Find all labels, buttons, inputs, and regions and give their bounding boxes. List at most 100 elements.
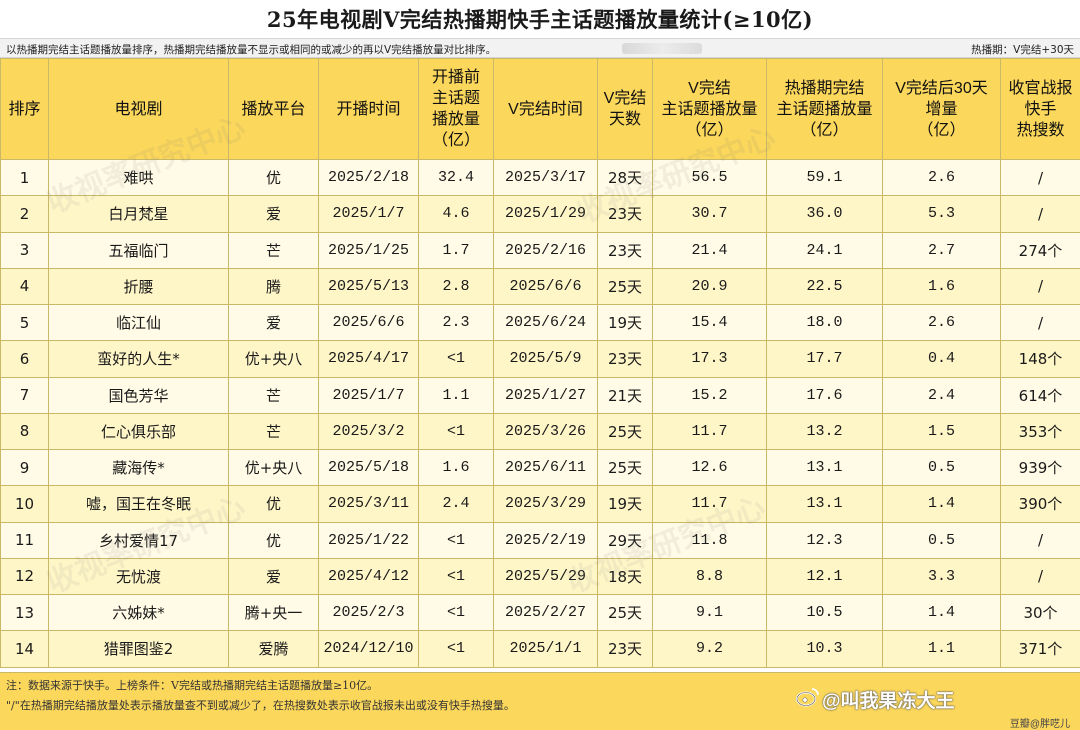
column-header: V完结时间 — [493, 58, 598, 160]
footer-note-source: 注：数据来源于快手。上榜条件：V完结或热播期完结主话题播放量≥10亿。 — [6, 679, 379, 692]
table-cell: 2024/12/10 — [318, 630, 419, 668]
table-cell: 2025/5/13 — [318, 267, 419, 306]
table-cell: 4 — [0, 267, 49, 306]
column-header: 热播期完结 主话题播放量 （亿） — [766, 58, 883, 160]
table-cell: 2025/2/3 — [318, 593, 419, 632]
table-cell: 折腰 — [48, 267, 229, 306]
table-cell: 23天 — [597, 231, 653, 269]
column-header-line: 排序 — [8, 100, 41, 118]
table-cell: 148个 — [1000, 340, 1080, 378]
table-cell: 9 — [0, 448, 49, 487]
table-cell: 1.6 — [418, 448, 494, 487]
table-cell: 乡村爱情17 — [48, 521, 229, 559]
table-cell: 2.6 — [882, 303, 1001, 342]
table-cell: 14 — [0, 630, 49, 668]
table-cell: 614个 — [1000, 376, 1080, 414]
table-cell: 1.4 — [882, 485, 1001, 523]
table-cell: 36.0 — [766, 195, 883, 233]
table-cell: <1 — [418, 557, 494, 596]
table-cell: 爱 — [228, 195, 319, 233]
table-cell: 2025/6/24 — [493, 303, 598, 342]
table-cell: 2025/4/17 — [318, 340, 419, 378]
hot-period-note: 热播期：V完结+30天 — [971, 44, 1074, 56]
table-cell: 12 — [0, 557, 49, 596]
column-header-line: 天数 — [608, 111, 641, 128]
table-cell: 爱 — [228, 303, 319, 342]
table-cell: 2.6 — [882, 158, 1001, 197]
column-header-line: 收官战报 — [1008, 79, 1073, 97]
column-header: V完结后30天 增量 （亿） — [882, 58, 1001, 160]
table-cell: 13.1 — [766, 448, 883, 487]
table-cell: 56.5 — [652, 158, 767, 197]
column-header-line: 播放平台 — [241, 100, 306, 118]
table-cell: 15.4 — [652, 303, 767, 342]
table-cell: 2.4 — [418, 485, 494, 523]
table-cell: 0.5 — [882, 521, 1001, 559]
table-cell: 2.7 — [882, 231, 1001, 269]
table-cell: 腾+央一 — [228, 593, 319, 632]
table-cell: 2 — [0, 195, 49, 233]
table-cell: 优+央八 — [228, 448, 319, 487]
table-row: 13 六姊妹* 腾+央一 2025/2/3 <1 2025/2/27 25天 9.1 10.5 1… — [0, 593, 1080, 632]
stats-table: 排序 电视剧 播放平台 开播时间 开播前 主话题 播放量 （亿） V完结时间 V完结 天数 V完结 主话… — [0, 58, 1080, 668]
table-cell: 9.2 — [652, 630, 767, 668]
table-cell: 猎罪图鉴2 — [48, 630, 229, 668]
table-cell: 白月梵星 — [48, 195, 229, 233]
column-header-line: V完结 — [603, 90, 647, 107]
column-header-line: V完结 — [688, 79, 731, 97]
table-cell: / — [1000, 521, 1080, 559]
table-row: 7 国色芳华芒 2025/1/7 1.1 2025/1/27 21天 15.2 17.6 2.4… — [0, 376, 1080, 414]
table-cell: 353个 — [1000, 412, 1080, 451]
table-cell: 1.6 — [882, 267, 1001, 306]
table-cell: 优 — [228, 485, 319, 523]
table-row: 14 猎罪图鉴2 爱腾 2024/12/10 <1 2025/1/1 23天 9.2 10.3 1… — [0, 630, 1080, 668]
table-header-row: 排序 电视剧 播放平台 开播时间 开播前 主话题 播放量 （亿） V完结时间 V完结 天数 V完结 主话… — [0, 58, 1080, 160]
table-cell: 无忧渡 — [48, 557, 229, 596]
table-body: 1 难哄优 2025/2/18 32.4 2025/3/17 28天 56.5 59.1 2.6… — [0, 158, 1080, 668]
weibo-logo-icon — [796, 688, 819, 707]
column-header: 播放平台 — [228, 58, 319, 160]
column-header: V完结天数 — [597, 58, 653, 160]
table-row: 2 白月梵星爱 2025/1/7 4.6 2025/1/29 23天 30.7 36.0 5.3… — [0, 195, 1080, 233]
table-cell: 五福临门 — [48, 231, 229, 269]
table-cell: 六姊妹* — [48, 593, 229, 632]
table-cell: 8.8 — [652, 557, 767, 596]
column-header-line: （亿） — [431, 132, 480, 149]
table-cell: 2025/1/27 — [493, 376, 598, 414]
table-cell: 22.5 — [766, 267, 883, 306]
table-row: 12 无忧渡爱 2025/4/12 <1 2025/5/29 18天 8.8 12.1 3.3/ — [0, 557, 1080, 596]
table-cell: 1.7 — [418, 231, 494, 269]
sort-note-bar: 以热播期完结主话题播放量排序，热播期完结播放量不显示或相同的或减少的再以V完结播… — [0, 38, 1080, 58]
table-cell: 2025/1/22 — [318, 521, 419, 559]
column-header-line: 增量 — [925, 100, 958, 118]
column-header: 排序 — [0, 58, 49, 160]
table-cell: 12.1 — [766, 557, 883, 596]
table-cell: <1 — [418, 412, 494, 451]
table-cell: 1.1 — [418, 376, 494, 414]
table-cell: 13.1 — [766, 485, 883, 523]
table-cell: 21天 — [597, 376, 653, 414]
table-cell: 2025/2/27 — [493, 593, 598, 632]
table-cell: 腾 — [228, 267, 319, 306]
table-cell: 28天 — [597, 158, 653, 197]
table-cell: 国色芳华 — [48, 376, 229, 414]
table-row: 3 五福临门芒 2025/1/25 1.7 2025/2/16 23天 21.4 24.1 2.… — [0, 231, 1080, 269]
table-cell: 390个 — [1000, 485, 1080, 523]
table-cell: 25天 — [597, 267, 653, 306]
table-cell: <1 — [418, 593, 494, 632]
table-cell: 芒 — [228, 412, 319, 451]
table-cell: 32.4 — [418, 158, 494, 197]
table-cell: 2025/1/29 — [493, 195, 598, 233]
table-cell: 30个 — [1000, 593, 1080, 632]
column-header-line: V完结后30天 — [895, 79, 988, 97]
column-header-line: 电视剧 — [114, 100, 163, 118]
table-cell: 13 — [0, 593, 49, 632]
column-header-line: 主话题 — [431, 90, 480, 107]
column-header: 电视剧 — [48, 58, 229, 160]
table-cell: 2025/4/12 — [318, 557, 419, 596]
table-cell: 939个 — [1000, 448, 1080, 487]
column-header-line: （亿） — [800, 121, 849, 139]
column-header: 开播前 主话题 播放量 （亿） — [418, 58, 494, 160]
table-cell: 2025/3/11 — [318, 485, 419, 523]
table-cell: 24.1 — [766, 231, 883, 269]
